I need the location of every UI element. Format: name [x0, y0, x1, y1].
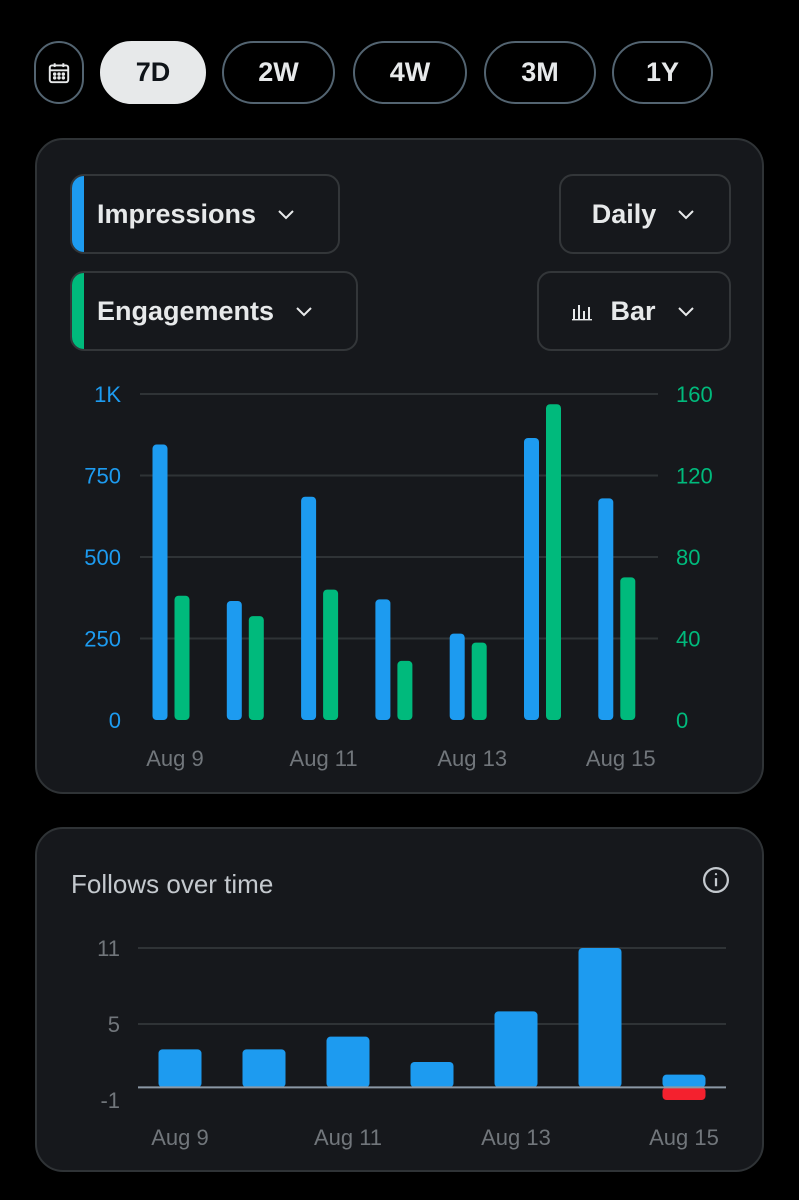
calendar-button[interactable]	[34, 41, 84, 104]
follows-title: Follows over time	[71, 869, 274, 899]
chart-type-label: Bar	[610, 295, 656, 326]
range-1y-button[interactable]: 1Y	[612, 41, 713, 104]
follows-card: Follows over time	[35, 827, 764, 1172]
metric2-dropdown[interactable]: Engagements	[70, 271, 358, 351]
calendar-icon	[48, 62, 70, 83]
range-3m-button[interactable]: 3M	[484, 41, 596, 104]
chart-type-dropdown[interactable]: Bar	[537, 271, 731, 351]
metric1-color-stripe	[72, 176, 84, 252]
range-selector: 7D 2W 4W 3M 1Y	[0, 0, 799, 110]
bar-chart-icon	[572, 305, 593, 321]
metric1-label: Impressions	[97, 198, 257, 229]
chevron-down-icon	[678, 210, 694, 220]
chevron-down-icon	[278, 210, 294, 220]
chevron-down-icon	[677, 307, 694, 317]
metric2-label: Engagements	[97, 295, 275, 326]
interval-label: Daily	[591, 198, 657, 229]
range-7d-button[interactable]: 7D	[100, 41, 206, 104]
metric2-color-stripe	[72, 273, 84, 349]
info-icon[interactable]	[701, 865, 731, 895]
metric1-dropdown[interactable]: Impressions	[70, 174, 340, 254]
metrics-chart-card: Impressions Engagements Daily Bar	[35, 138, 764, 794]
range-2w-button[interactable]: 2W	[222, 41, 335, 104]
range-4w-button[interactable]: 4W	[353, 41, 467, 104]
chevron-down-icon	[296, 307, 312, 317]
interval-dropdown[interactable]: Daily	[559, 174, 731, 254]
